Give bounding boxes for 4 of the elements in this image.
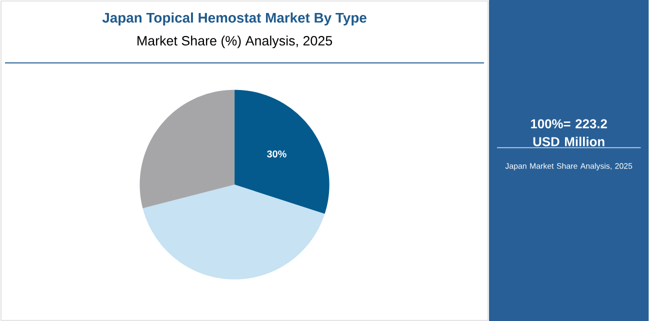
chart-title: Japan Topical Hemostat Market By Type bbox=[102, 12, 366, 26]
chart-subtitle: Market Share (%) Analysis, 2025 bbox=[138, 35, 332, 48]
text: 100%= 223.2 USD Million bbox=[531, 119, 607, 146]
data-label: 30% bbox=[267, 150, 286, 158]
